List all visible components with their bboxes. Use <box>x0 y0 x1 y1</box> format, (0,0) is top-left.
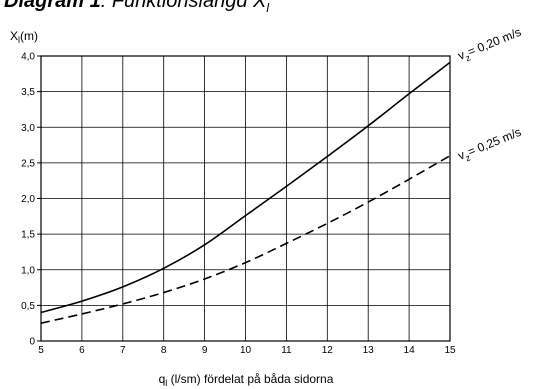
series-label-020-sub: z <box>464 52 472 63</box>
title-rest: : Funktionslängd X <box>100 0 267 12</box>
x-tick-label: 13 <box>363 345 375 356</box>
x-axis-label-rest: (l/sm) fördelat på båda sidorna <box>167 372 333 386</box>
x-axis-label-sub: l <box>165 378 167 388</box>
x-tick-label: 14 <box>404 345 416 356</box>
series-label-025-v: v <box>456 148 467 163</box>
title-sub: l <box>266 1 270 15</box>
y-tick-label: 1,5 <box>21 230 35 241</box>
series-label-025-rest: = 0,25 m/s <box>466 125 524 159</box>
y-tick-label: 4,0 <box>21 52 35 63</box>
series-label-025: vz= 0,25 m/s <box>456 125 524 166</box>
x-axis-label-main: q <box>159 372 166 386</box>
x-tick-label: 6 <box>79 345 85 356</box>
y-axis-label-unit: (m) <box>20 29 38 43</box>
y-axis-label: Xl(m) <box>10 29 38 45</box>
y-tick-label: 2,0 <box>21 194 35 205</box>
x-ticks: 5 6 7 8 9 10 11 12 13 14 15 <box>38 345 456 356</box>
y-tick-label: 3,0 <box>21 123 35 134</box>
x-tick-label: 15 <box>444 345 456 356</box>
y-ticks: 0 0,5 1,0 1,5 2,0 2,5 3,0 3,5 4,0 <box>21 52 41 348</box>
series-label-020-v: v <box>456 48 467 63</box>
x-axis-label: ql (l/sm) fördelat på båda sidorna <box>159 372 334 388</box>
x-tick-label: 7 <box>120 345 126 356</box>
series-line-025 <box>40 155 451 324</box>
y-tick-label: 0,5 <box>21 301 35 312</box>
series-group <box>40 61 451 324</box>
y-axis-label-sub: l <box>18 35 20 45</box>
x-tick-label: 8 <box>161 345 167 356</box>
y-axis-label-main: X <box>10 29 18 43</box>
x-tick-label: 9 <box>202 345 208 356</box>
series-line-020 <box>40 61 451 314</box>
page-title: Diagram 1: Funktionslängd Xl <box>4 0 269 15</box>
y-tick-label: 3,5 <box>21 87 35 98</box>
y-tick-label: 1,0 <box>21 265 35 276</box>
y-tick-label: 2,5 <box>21 158 35 169</box>
series-label-020-rest: = 0,20 m/s <box>466 25 524 59</box>
y-tick-label: 0 <box>29 337 35 348</box>
x-tick-label: 10 <box>240 345 252 356</box>
series-label-020: vz= 0,20 m/s <box>456 25 524 66</box>
x-tick-label: 11 <box>281 345 292 356</box>
x-tick-label: 5 <box>38 345 44 356</box>
grid <box>40 55 451 342</box>
title-bold: Diagram 1 <box>4 0 101 12</box>
x-tick-label: 12 <box>322 345 334 356</box>
series-label-025-sub: z <box>464 152 472 163</box>
